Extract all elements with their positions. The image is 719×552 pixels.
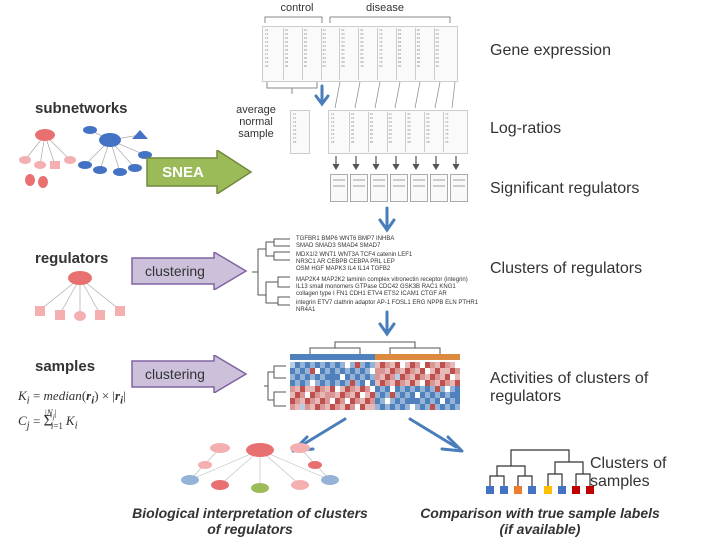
formula-c: Cj = Σi=1|Nj| Ki [18,412,78,432]
clustering-arrow-2-text: clustering [145,366,205,382]
sig-reg-box-4 [390,174,408,202]
clusters-samples-label: Clusters of samples [590,455,710,491]
arrow-diag-right [400,415,470,455]
bio-network [170,440,350,500]
heatmap-dendro-top [290,340,460,354]
clustering-arrow-2: clustering [130,355,250,393]
avg-sample-col: 1112131415161718 [290,110,310,154]
arrow-down-3 [375,310,399,340]
avg-normal-label: average normal sample [230,104,282,140]
diagonal-lines [330,82,460,110]
reg-dendrogram [250,237,295,307]
log-ratios-matrix: 1112131415161718 2122232425262728 313233… [328,110,468,154]
heatmap-dendro-left [262,362,288,410]
snea-arrow-text: SNEA [162,164,204,181]
samples-label: samples [35,358,95,375]
log-ratios-label: Log-ratios [490,120,561,138]
heatmap-topbar [290,354,460,360]
small-arrows-row [328,156,478,172]
bottom-right-label: Comparison with true sample labels (if a… [420,505,660,537]
samples-dendrogram [470,438,600,496]
sig-reg-box-6 [430,174,448,202]
bottom-left-label: Biological interpretation of clusters of… [130,505,370,537]
gene-expression-matrix: 11121314151617181920 2122232425262728293… [262,26,458,82]
sig-reg-box-5 [410,174,428,202]
gene-expression-label: Gene expression [490,42,611,60]
subnetworks-graphic [15,120,155,200]
sig-reg-box-7 [450,174,468,202]
snea-arrow: SNEA [145,150,255,194]
sig-reg-box-3 [370,174,388,202]
heatmap [290,362,460,410]
clustering-arrow-1-text: clustering [145,263,205,279]
subnetworks-label: subnetworks [35,100,128,117]
sig-reg-box-1 [330,174,348,202]
clusters-reg-label: Clusters of regulators [490,260,642,278]
regulators-label: regulators [35,250,108,267]
clustering-arrow-1: clustering [130,252,250,290]
brackets-svg [260,13,460,25]
cluster-text: TGFBR1 BMP6 WNT6 BMP7 INHBA SMAD SMAD3 S… [296,236,486,314]
act-clusters-label: Activities of clusters of regulators [490,370,719,406]
sig-reg-label: Significant regulators [490,180,639,198]
arrow-down-2 [375,206,399,236]
formula-k: Ki = median(ri) × |ri| [18,388,126,407]
regulators-graphic [25,268,135,328]
sig-reg-box-2 [350,174,368,202]
